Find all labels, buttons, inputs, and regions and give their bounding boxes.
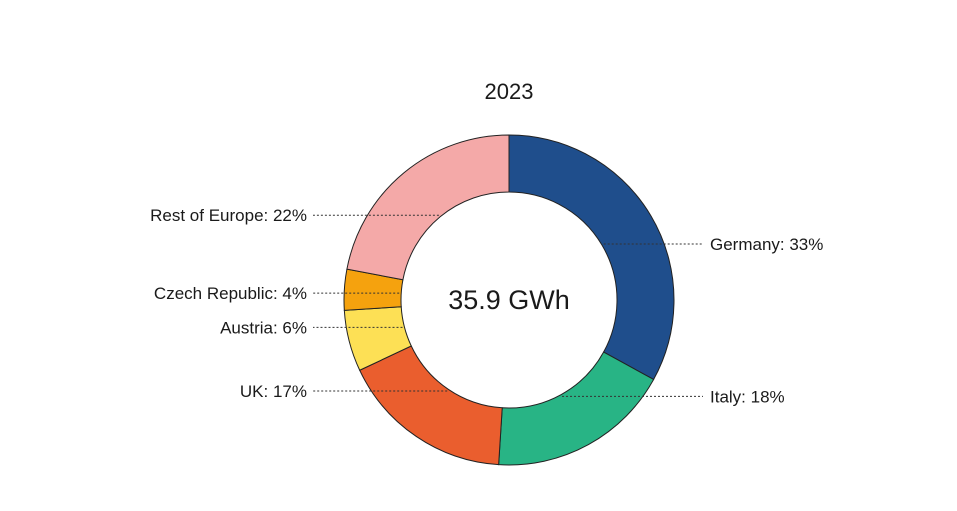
slice-uk	[359, 345, 503, 466]
label-austria: Austria: 6%	[220, 318, 307, 337]
chart-title: 2023	[485, 79, 534, 104]
label-czech-republic: Czech Republic: 4%	[154, 284, 307, 303]
donut-slices	[343, 134, 675, 466]
slice-germany	[508, 134, 675, 381]
slice-italy	[498, 351, 655, 466]
label-rest-of-europe: Rest of Europe: 22%	[150, 206, 307, 225]
label-germany: Germany: 33%	[710, 235, 823, 254]
label-uk: UK: 17%	[240, 382, 307, 401]
slice-rest-of-europe	[346, 134, 510, 281]
leader-lines	[313, 214, 703, 397]
label-italy: Italy: 18%	[710, 387, 785, 406]
center-total-label: 35.9 GWh	[448, 285, 570, 315]
slice-labels: Germany: 33% Italy: 18% UK: 17% Austria: 6%…	[150, 206, 823, 406]
